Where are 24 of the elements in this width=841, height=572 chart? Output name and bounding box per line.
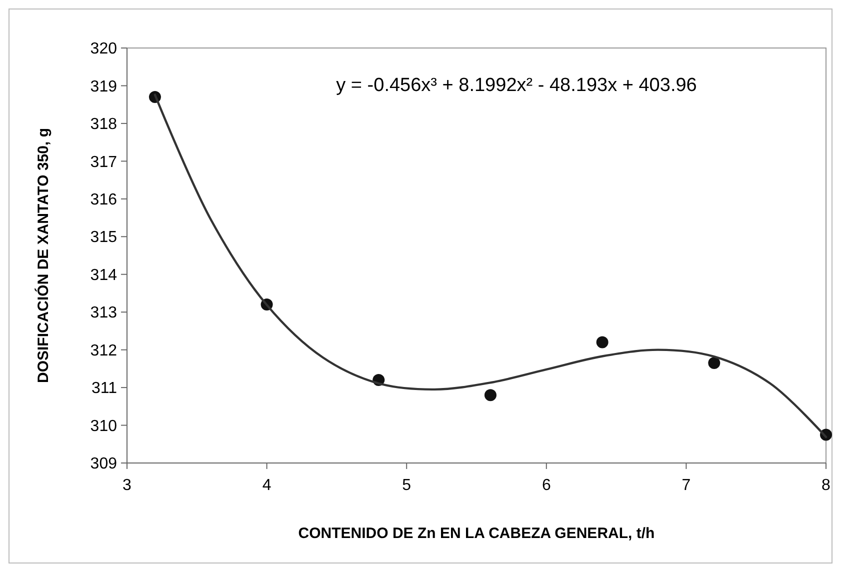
y-tick-label: 309 — [90, 456, 118, 473]
y-tick-label: 315 — [90, 229, 118, 246]
point — [708, 357, 720, 370]
y-tick-label: 316 — [90, 192, 118, 209]
x-axis-title: CONTENIDO DE Zn EN LA CABEZA GENERAL, t/h — [298, 525, 655, 542]
x-tick-label: 8 — [822, 477, 831, 494]
y-tick-label: 317 — [90, 154, 118, 171]
y-tick-label: 318 — [90, 116, 118, 134]
x-tick-label: 7 — [682, 477, 691, 494]
point — [484, 389, 496, 402]
y-axis-title: DOSIFICACIÓN DE XANTATO 350, g — [34, 128, 52, 384]
x-tick-label: 5 — [402, 477, 412, 494]
y-tick-label: 314 — [90, 266, 118, 284]
y-tick-label: 311 — [91, 380, 118, 398]
x-tick-label: 4 — [262, 477, 272, 494]
annotation: y = -0.456x³ + 8.1992x² - 48.193x + 403.96 — [336, 75, 697, 96]
x-tick-label: 3 — [122, 477, 132, 494]
y-tick-label: 320 — [90, 40, 118, 58]
y-tick-label: 310 — [90, 418, 118, 435]
y-tick-label: 313 — [90, 304, 118, 322]
point — [596, 336, 608, 348]
y-tick-label: 319 — [90, 78, 118, 96]
y-tick-label: 312 — [90, 342, 118, 360]
x-tick-label: 6 — [542, 477, 551, 494]
